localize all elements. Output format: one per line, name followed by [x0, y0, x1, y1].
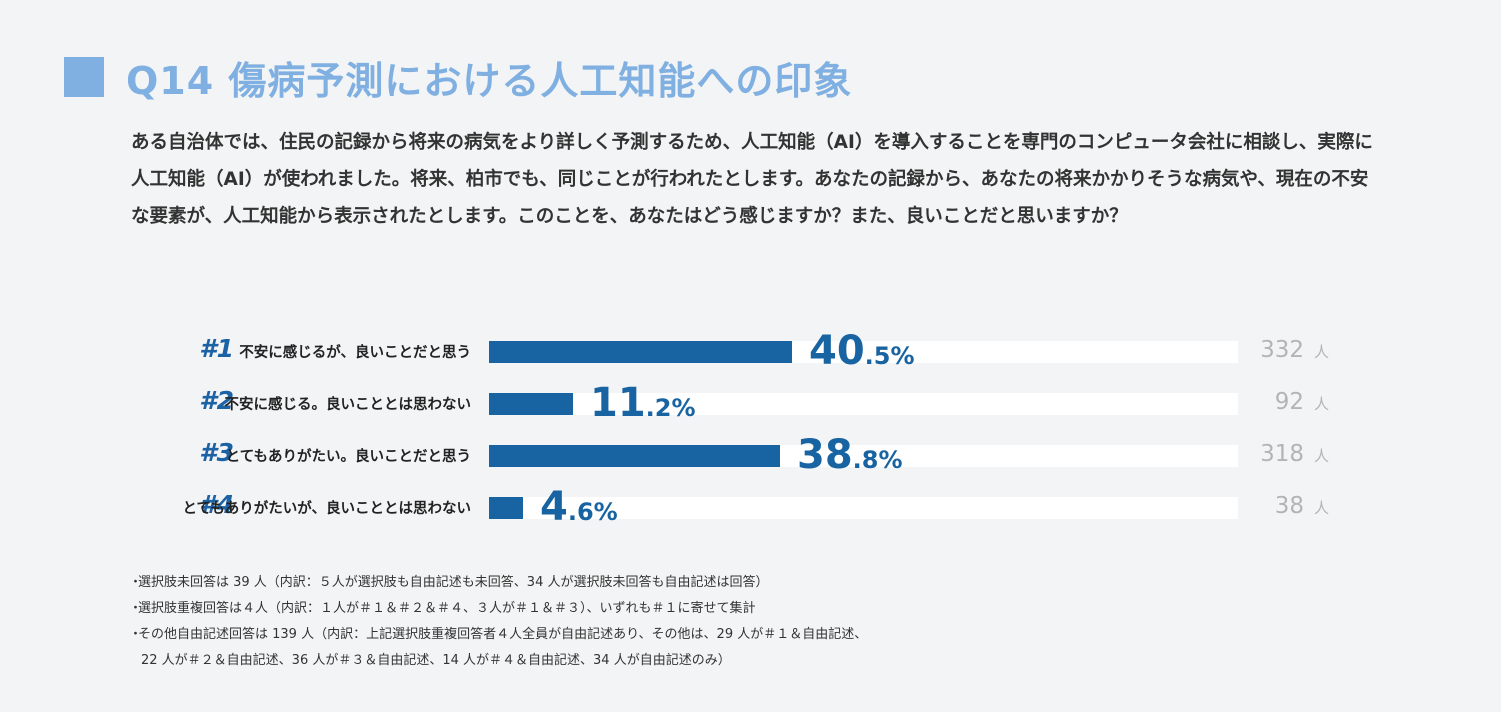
- respondent-count: 318 人: [1260, 441, 1329, 467]
- data-label: 40.5%: [809, 328, 915, 374]
- option-label: 不安に感じる。良いこととは思わない: [224, 397, 472, 413]
- title-square-icon: [64, 57, 104, 97]
- bar-chart: #1 不安に感じるが、良いことだと思う 40.5% 332 人 #2 不安に感じる。良いこと…: [0, 320, 1501, 540]
- respondent-count: 332 人: [1260, 337, 1329, 363]
- footnote-item: ・選択肢未回答は 39 人（内訳：５人が選択肢も自由記述も未回答、34 人が選択…: [129, 575, 769, 590]
- page-header: Q14 傷病予測における人工知能への印象: [64, 52, 853, 103]
- chart-row: #3 とてもありがたい。良いことだと思う 38.8% 318 人: [0, 432, 1501, 478]
- bar: [489, 497, 523, 519]
- option-number: #3: [199, 438, 234, 467]
- data-label: 38.8%: [797, 432, 903, 478]
- option-number: #4: [199, 490, 234, 519]
- option-number: #2: [199, 386, 234, 415]
- question-text: ある自治体では、住民の記録から将来の病気をより詳しく予測するため、人工知能（AI…: [131, 132, 1373, 227]
- footnote-item: ・その他自由記述回答は 139 人（内訳：上記選択肢重複回答者４人全員が自由記述…: [129, 627, 868, 642]
- option-label: とてもありがたい。良いことだと思う: [225, 449, 471, 465]
- bar: [489, 445, 780, 467]
- chart-row: #1 不安に感じるが、良いことだと思う 40.5% 332 人: [0, 328, 1501, 374]
- data-label: 11.2%: [590, 380, 696, 426]
- respondent-count: 38 人: [1274, 493, 1329, 519]
- option-number: #1: [199, 334, 234, 363]
- bar: [489, 393, 573, 415]
- bar-track: [489, 497, 1238, 519]
- option-label: 不安に感じるが、良いことだと思う: [239, 345, 471, 361]
- data-label: 4.6%: [540, 484, 618, 530]
- chart-row: #2 不安に感じる。良いこととは思わない 11.2% 92 人: [0, 380, 1501, 426]
- footnote-item: ・選択肢重複回答は４人（内訳：１人が＃１＆＃２＆＃４、３人が＃１＆＃３）、いずれ…: [129, 601, 756, 616]
- chart-row: #4 とてもありがたいが、良いこととは思わない 4.6% 38 人: [0, 484, 1501, 530]
- bar-track: [489, 393, 1238, 415]
- footnotes: ・選択肢未回答は 39 人（内訳：５人が選択肢も自由記述も未回答、34 人が選択…: [129, 570, 1129, 674]
- page-title: Q14 傷病予測における人工知能への印象: [126, 58, 853, 103]
- respondent-count: 92 人: [1274, 389, 1329, 415]
- option-label: とてもありがたいが、良いこととは思わない: [182, 501, 471, 517]
- footnote-continuation: 22 人が＃２＆自由記述、36 人が＃３＆自由記述、14 人が＃４＆自由記述、3…: [141, 653, 731, 668]
- bar: [489, 341, 792, 363]
